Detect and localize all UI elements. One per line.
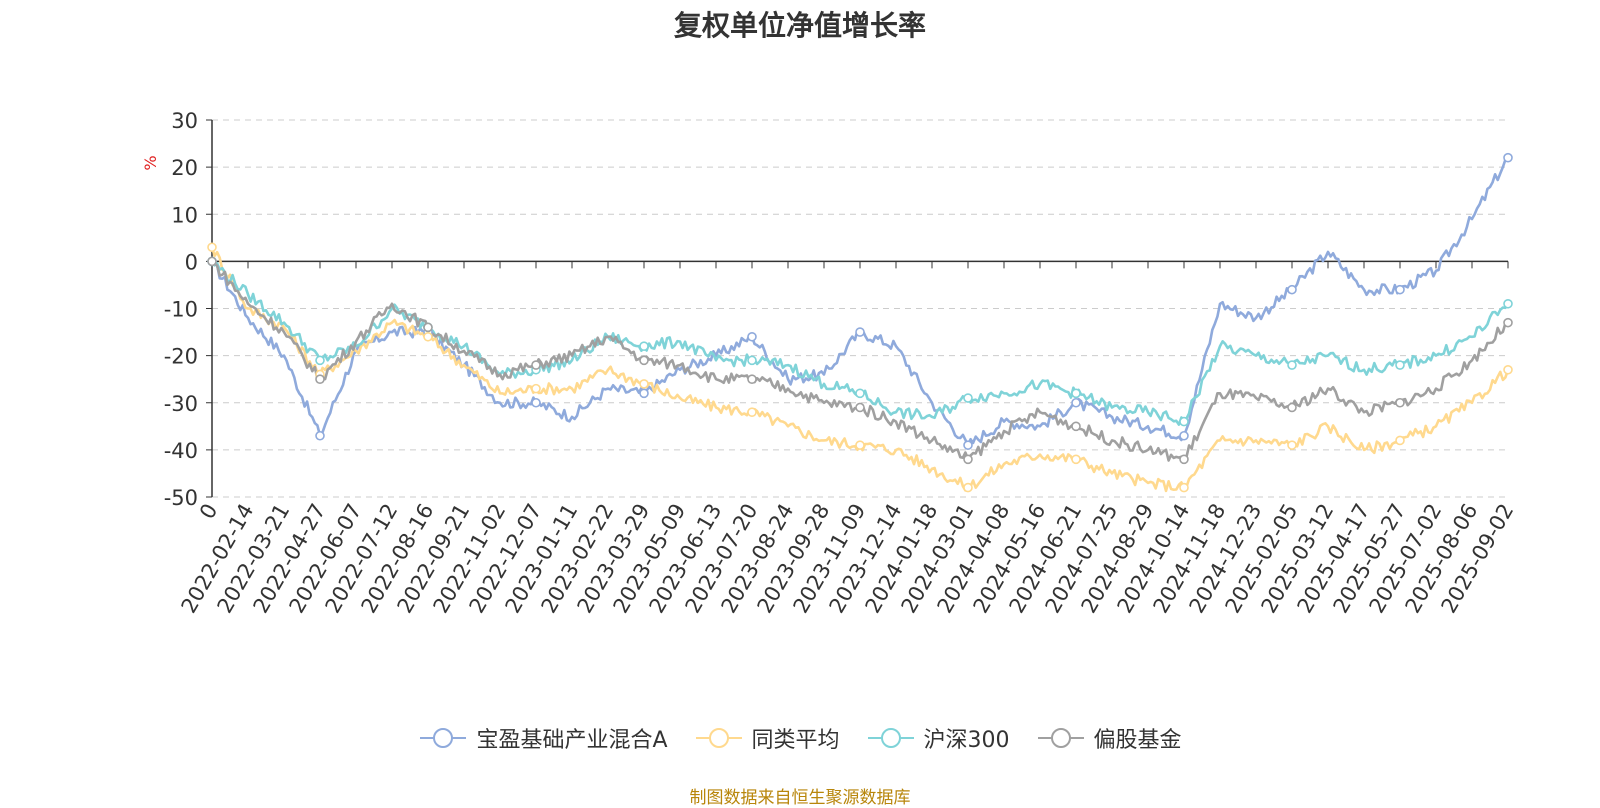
axis-layer: 3020100-10-20-30-40-5002022-02-142022-03… (164, 109, 1519, 617)
y-tick-label: -20 (164, 345, 198, 369)
data-point (1395, 435, 1405, 446)
data-point (1287, 402, 1297, 413)
y-tick-label: -40 (164, 439, 198, 463)
data-point (1287, 440, 1297, 450)
data-point (1503, 152, 1513, 163)
data-point (639, 388, 649, 399)
data-point (639, 379, 649, 389)
legend-symbol (1037, 728, 1084, 748)
data-point (1287, 284, 1297, 295)
data-point (531, 383, 541, 394)
legend-symbol (867, 728, 914, 748)
series-line-0 (211, 156, 1509, 447)
legend-label: 沪深300 (923, 728, 1010, 753)
series-line-1 (210, 246, 1510, 493)
data-point (1503, 364, 1513, 375)
data-point (747, 355, 757, 366)
data-point (963, 482, 973, 493)
y-tick-label: -10 (164, 298, 198, 322)
data-point (315, 374, 325, 384)
data-point (639, 341, 649, 352)
legend-label: 偏股基金 (1093, 728, 1182, 753)
data-point (1503, 298, 1513, 309)
data-point (1395, 397, 1405, 408)
y-tick-label: -30 (164, 392, 198, 416)
data-point (1071, 421, 1081, 432)
marker-layer (207, 152, 1513, 493)
legend-symbol (695, 728, 742, 748)
data-point (963, 440, 973, 450)
data-point (747, 407, 757, 417)
data-point (1179, 482, 1189, 493)
x-tick-label: 0 (195, 500, 222, 524)
legend-item-2[interactable]: 沪深300 (866, 722, 1010, 754)
legend-item-0[interactable]: 宝盈基础产业混合A (418, 722, 668, 754)
legend-symbol (420, 728, 467, 748)
data-point (1395, 284, 1405, 295)
data-point (747, 331, 757, 342)
y-axis-label: % (141, 155, 160, 170)
data-point (531, 360, 541, 370)
data-point (1179, 416, 1189, 427)
legend: 宝盈基础产业混合A 同类平均 沪深300 偏股基金 (0, 722, 1600, 754)
data-point (747, 374, 757, 384)
legend-item-3[interactable]: 偏股基金 (1036, 722, 1182, 754)
data-point (315, 430, 325, 441)
data-point (1395, 360, 1405, 370)
data-point (315, 355, 325, 366)
data-point (207, 256, 217, 267)
data-point (1503, 317, 1513, 328)
data-point (531, 397, 541, 408)
source-note: 制图数据来自恒生聚源数据库 (689, 788, 911, 808)
data-point (207, 242, 217, 253)
data-point (963, 454, 973, 465)
data-point (639, 355, 649, 366)
data-point (855, 402, 865, 413)
data-point (855, 388, 865, 399)
series-line-2 (210, 260, 1510, 426)
y-tick-label: 10 (171, 203, 198, 227)
chart-title: 复权单位净值增长率 (673, 9, 926, 42)
data-point (1179, 430, 1189, 441)
data-point (855, 440, 865, 450)
data-point (1071, 397, 1081, 408)
data-point (855, 327, 865, 337)
data-point (1071, 454, 1081, 465)
legend-label: 宝盈基础产业混合A (476, 728, 668, 753)
y-tick-label: 30 (171, 109, 198, 133)
y-tick-label: 20 (171, 156, 198, 180)
data-point (1287, 360, 1297, 370)
data-point (1179, 454, 1189, 465)
legend-label: 同类平均 (751, 728, 840, 753)
data-point (423, 331, 433, 342)
legend-item-1[interactable]: 同类平均 (694, 722, 840, 754)
y-tick-label: 0 (185, 250, 198, 274)
data-point (423, 322, 433, 333)
data-point (1071, 388, 1081, 399)
data-point (963, 393, 973, 403)
y-tick-label: -50 (164, 486, 198, 510)
